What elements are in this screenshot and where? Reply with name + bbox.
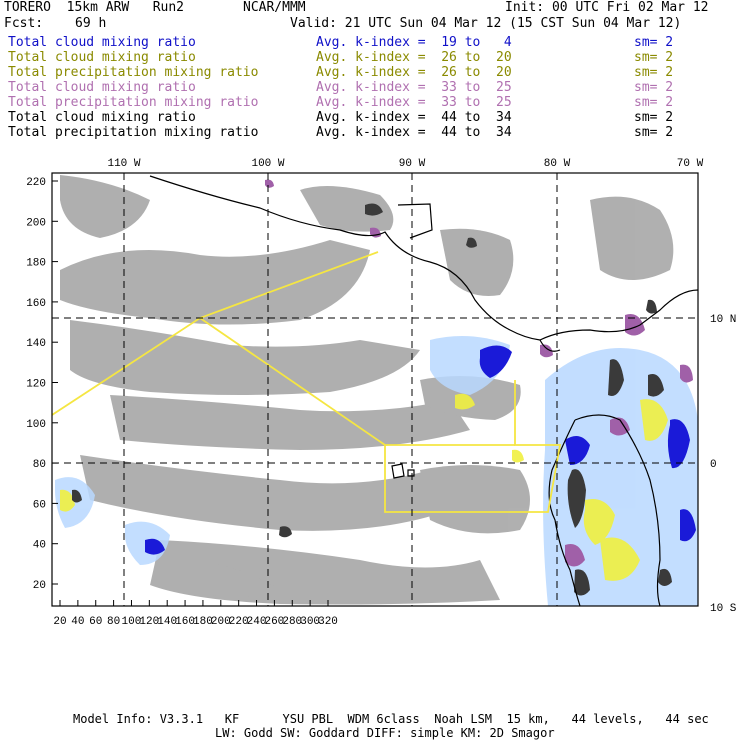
y-tick-label: 20 xyxy=(33,580,46,592)
field-name: Total precipitation mixing ratio xyxy=(8,125,259,140)
y-tick-label: 220 xyxy=(26,177,46,189)
axis-labels: 20 40 60 80 10012014016018020022024026028030… xyxy=(26,158,737,628)
latitude-label: 10 S xyxy=(710,603,737,615)
field-kindex: Avg. k-index = 26 to 20 xyxy=(316,65,512,80)
field-smoothing: sm= 2 xyxy=(634,95,674,110)
longitude-label: 110 W xyxy=(107,158,140,170)
field-smoothing: sm= 2 xyxy=(634,50,674,65)
model-info-line: Model Info: V3.3.1 KF YSU PBL WDM 6class… xyxy=(73,712,709,726)
x-tick-label: 180 xyxy=(193,616,213,628)
field-kindex: Avg. k-index = 33 to 25 xyxy=(316,95,512,110)
field-kindex: Avg. k-index = 44 to 34 xyxy=(316,125,512,140)
valid-time: Valid: 21 UTC Sun 04 Mar 12 (15 CST Sun … xyxy=(290,16,682,31)
field-kindex: Avg. k-index = 44 to 34 xyxy=(316,110,512,125)
field-kindex: Avg. k-index = 33 to 25 xyxy=(316,80,512,95)
y-tick-label: 140 xyxy=(26,338,46,350)
x-tick-label: 200 xyxy=(211,616,231,628)
x-tick-label: 320 xyxy=(318,616,338,628)
longitude-label: 90 W xyxy=(399,158,426,170)
x-tick-label: 60 xyxy=(89,616,102,628)
x-tick-label: 300 xyxy=(300,616,320,628)
cloud-dark-cores xyxy=(72,203,672,596)
cloud-yellow-areas xyxy=(60,393,668,581)
x-tick-label: 140 xyxy=(157,616,177,628)
x-tick-label: 80 xyxy=(107,616,120,628)
y-tick-label: 160 xyxy=(26,298,46,310)
latitude-label: 0 xyxy=(710,459,717,471)
organization-label: NCAR/MMM xyxy=(243,0,306,15)
field-smoothing: sm= 2 xyxy=(634,35,674,50)
field-smoothing: sm= 2 xyxy=(634,80,674,95)
forecast-label: Fcst: xyxy=(4,16,44,31)
field-name: Total cloud mixing ratio xyxy=(8,50,196,65)
field-name: Total cloud mixing ratio xyxy=(8,35,196,50)
field-smoothing: sm= 2 xyxy=(634,110,674,125)
longitude-label: 80 W xyxy=(544,158,571,170)
field-name: Total cloud mixing ratio xyxy=(8,110,196,125)
cloud-purple-areas xyxy=(265,179,693,567)
x-tick-label: 120 xyxy=(139,616,159,628)
y-tick-label: 200 xyxy=(26,217,46,229)
physics-info-line: LW: Godd SW: Goddard DIFF: simple KM: 2D… xyxy=(215,726,555,740)
y-tick-label: 120 xyxy=(26,379,46,391)
map-frame xyxy=(51,172,699,607)
x-tick-label: 280 xyxy=(282,616,302,628)
field-smoothing: sm= 2 xyxy=(634,65,674,80)
coastlines xyxy=(149,175,698,606)
x-tick-label: 160 xyxy=(175,616,195,628)
frame-ticks xyxy=(52,180,329,606)
field-name: Total cloud mixing ratio xyxy=(8,80,196,95)
field-kindex: Avg. k-index = 26 to 20 xyxy=(316,50,512,65)
x-tick-label: 20 xyxy=(53,616,66,628)
graticule xyxy=(52,173,698,606)
x-tick-label: 100 xyxy=(122,616,142,628)
y-tick-label: 80 xyxy=(33,459,46,471)
init-time: Init: 00 UTC Fri 02 Mar 12 xyxy=(505,0,709,15)
field-name: Total precipitation mixing ratio xyxy=(8,65,259,80)
cloud-blue-areas xyxy=(145,345,696,555)
y-tick-label: 40 xyxy=(33,540,46,552)
longitude-label: 100 W xyxy=(251,158,284,170)
field-kindex: Avg. k-index = 19 to 4 xyxy=(316,35,512,50)
x-tick-label: 240 xyxy=(247,616,267,628)
y-tick-label: 60 xyxy=(33,499,46,511)
latitude-label: 10 N xyxy=(710,314,736,326)
longitude-label: 70 W xyxy=(677,158,704,170)
model-title: TORERO 15km ARW Run2 xyxy=(4,0,185,15)
forecast-hours: 69 h xyxy=(75,16,107,31)
y-tick-label: 100 xyxy=(26,419,46,431)
field-name: Total precipitation mixing ratio xyxy=(8,95,259,110)
y-tick-label: 180 xyxy=(26,258,46,270)
field-smoothing: sm= 2 xyxy=(634,125,674,140)
cloud-field-layer xyxy=(52,175,698,606)
x-tick-label: 40 xyxy=(71,616,84,628)
cloud-gray-areas xyxy=(60,175,674,605)
x-tick-label: 220 xyxy=(229,616,249,628)
x-tick-label: 260 xyxy=(264,616,284,628)
